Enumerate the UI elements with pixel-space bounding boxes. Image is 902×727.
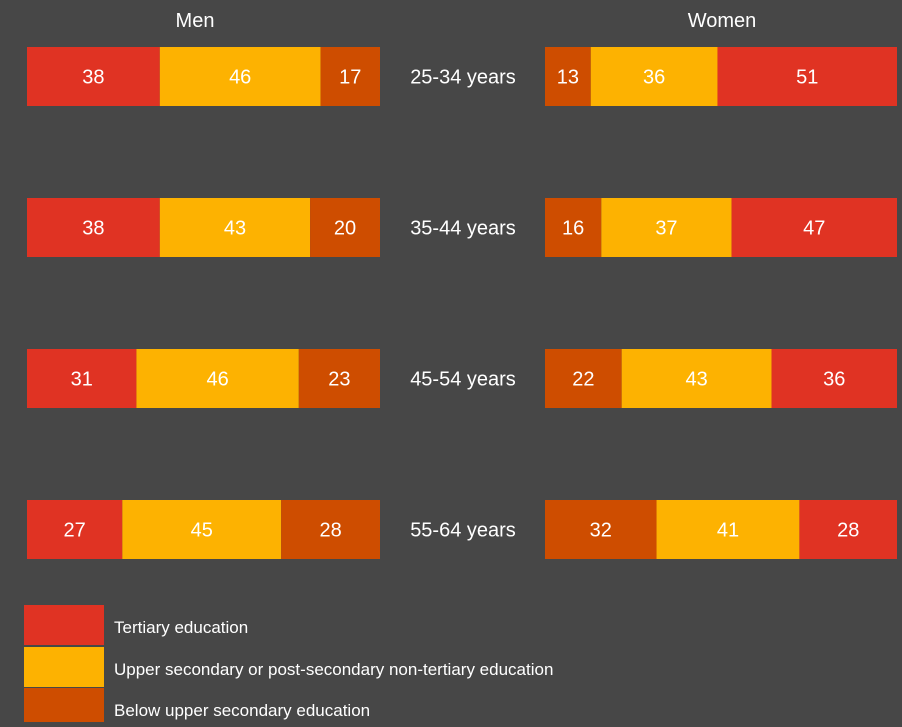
legend-label-1: Tertiary education (114, 618, 248, 637)
bar-women-below-4 (545, 500, 657, 559)
category-label-3: 45-54 years (410, 369, 516, 391)
category-label-1: 25-34 years (410, 67, 516, 89)
value-label-men-tertiary-1: 38 (82, 67, 104, 89)
legend-swatch-2 (24, 647, 104, 687)
value-label-women-upper-3: 43 (685, 369, 707, 391)
panel-title-women: Women (688, 10, 757, 32)
bar-women-tertiary-3 (771, 349, 897, 408)
value-label-men-tertiary-3: 31 (71, 369, 93, 391)
legend: Tertiary education Upper secondary or pos… (24, 605, 553, 727)
bar-women-upper-2 (601, 198, 732, 257)
value-label-men-tertiary-4: 27 (64, 520, 86, 542)
category-labels: 25-34 years 35-44 years 45-54 years 55-64 y… (410, 67, 516, 542)
value-label-men-below-2: 20 (334, 218, 356, 240)
bar-women-below-2 (545, 198, 602, 257)
bar-men-below-2 (310, 198, 380, 257)
value-label-men-below-1: 17 (339, 67, 361, 89)
value-label-women-below-1: 13 (557, 67, 579, 89)
value-label-women-below-2: 16 (562, 218, 584, 240)
bars: 38 46 17 13 36 51 38 43 20 16 37 47 31 46 23 22 43 36 27 45… (27, 47, 897, 559)
category-label-4: 55-64 years (410, 520, 516, 542)
value-label-women-tertiary-3: 36 (823, 369, 845, 391)
bar-women-tertiary-4 (799, 500, 897, 559)
value-label-women-tertiary-4: 28 (837, 520, 859, 542)
bar-men-below-1 (320, 47, 380, 106)
bar-men-tertiary-4 (27, 500, 123, 559)
value-label-women-upper-2: 37 (655, 218, 677, 240)
bar-women-upper-1 (590, 47, 718, 106)
legend-label-2: Upper secondary or post-secondary non-te… (114, 660, 553, 679)
value-label-women-upper-4: 41 (717, 520, 739, 542)
bar-women-upper-4 (656, 500, 800, 559)
value-label-women-tertiary-2: 47 (803, 218, 825, 240)
value-label-men-upper-1: 46 (229, 67, 251, 89)
value-label-women-upper-1: 36 (643, 67, 665, 89)
legend-swatch-3 (24, 688, 104, 727)
bar-men-below-4 (281, 500, 380, 559)
value-label-women-below-3: 22 (572, 369, 594, 391)
legend-swatch-1 (24, 605, 104, 645)
value-label-men-upper-2: 43 (224, 218, 246, 240)
bar-women-upper-3 (621, 349, 772, 408)
bar-women-tertiary-2 (731, 198, 897, 257)
category-label-2: 35-44 years (410, 218, 516, 240)
panel-title-men: Men (176, 10, 215, 32)
value-label-women-below-4: 32 (590, 520, 612, 542)
value-label-men-upper-4: 45 (191, 520, 213, 542)
bar-men-upper-3 (136, 349, 299, 408)
bar-men-tertiary-3 (27, 349, 137, 408)
value-label-men-upper-3: 46 (206, 369, 228, 391)
bar-men-upper-1 (159, 47, 321, 106)
bar-men-tertiary-2 (27, 198, 160, 257)
bar-women-below-1 (545, 47, 591, 106)
bar-men-below-3 (298, 349, 380, 408)
value-label-men-tertiary-2: 38 (82, 218, 104, 240)
bar-women-tertiary-1 (717, 47, 897, 106)
bar-men-tertiary-1 (27, 47, 160, 106)
value-label-men-below-4: 28 (319, 520, 341, 542)
bar-women-below-3 (545, 349, 622, 408)
bar-men-upper-4 (122, 500, 282, 559)
value-label-women-tertiary-1: 51 (796, 67, 818, 89)
bar-men-upper-2 (159, 198, 311, 257)
legend-label-3: Below upper secondary education (114, 701, 370, 720)
value-label-men-below-3: 23 (328, 369, 350, 391)
